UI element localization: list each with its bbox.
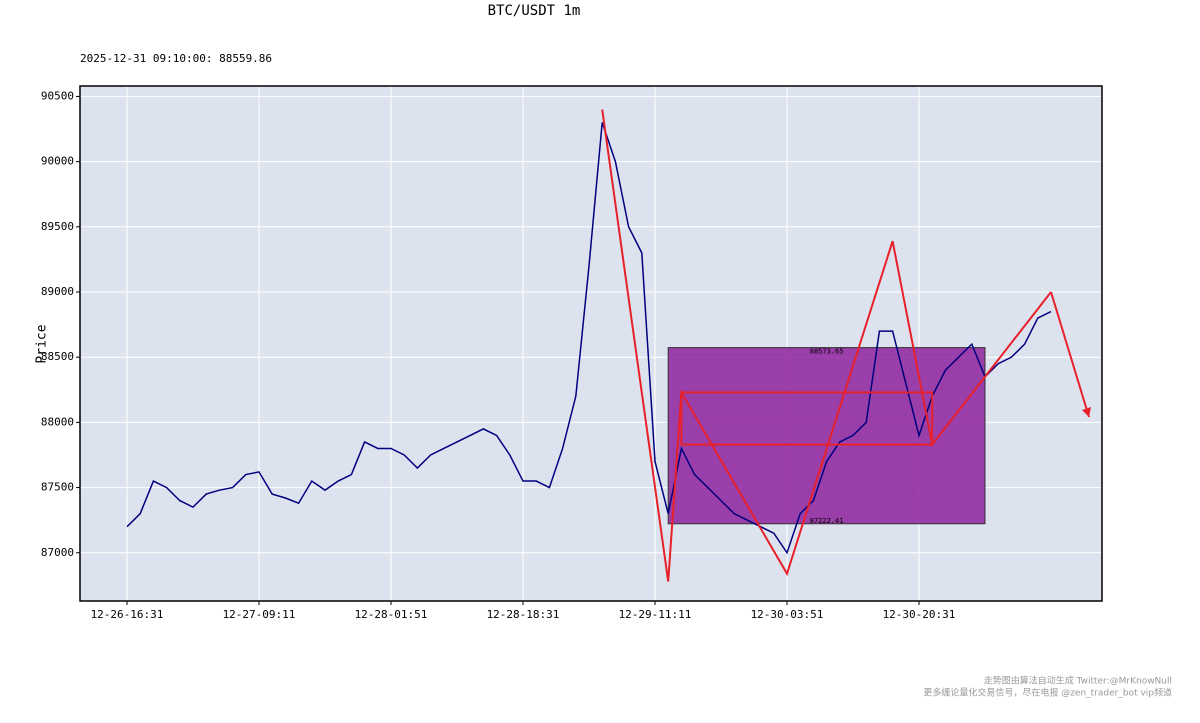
watermark: 更多缠论量化交易信号，尽在电报 @zen_trader_bot vip频道 (923, 687, 1172, 699)
chart-title: BTC/USDT 1m (488, 3, 581, 19)
plot-frame (79, 85, 1103, 602)
zone-label: 88573.65 (810, 348, 844, 356)
y-tick-label: 88000 (41, 415, 74, 428)
price-line (126, 122, 1052, 555)
y-tick-label: 90000 (41, 155, 74, 168)
zone-label: 87222.41 (810, 517, 844, 525)
y-tick-label: 89000 (41, 285, 74, 298)
y-tick-label: 88500 (41, 350, 74, 363)
pivot-box (680, 391, 934, 446)
zigzag-line (601, 109, 1052, 582)
forecast-arrow (1050, 291, 1090, 418)
x-tick-label: 12-30-20:31 (883, 608, 956, 621)
x-tick-label: 12-28-01:51 (355, 608, 428, 621)
x-tick-label: 12-27-09:11 (223, 608, 296, 621)
watermark: 走势图由算法自动生成 Twitter:@MrKnowNull (984, 675, 1172, 687)
x-tick-label: 12-26-16:31 (91, 608, 164, 621)
x-tick-label: 12-28-18:31 (487, 608, 560, 621)
forecast-arrowhead (1082, 407, 1091, 417)
y-tick-label: 89500 (41, 220, 74, 233)
zone (667, 347, 986, 525)
x-tick-label: 12-30-03:51 (751, 608, 824, 621)
y-axis-label: Price (35, 324, 50, 363)
y-tick-label: 87500 (41, 481, 74, 494)
y-tick-label: 90500 (41, 89, 74, 102)
chart-subtitle: 2025-12-31 09:10:00: 88559.86 (80, 52, 272, 65)
x-tick-label: 12-29-11:11 (619, 608, 692, 621)
y-tick-label: 87000 (41, 546, 74, 559)
